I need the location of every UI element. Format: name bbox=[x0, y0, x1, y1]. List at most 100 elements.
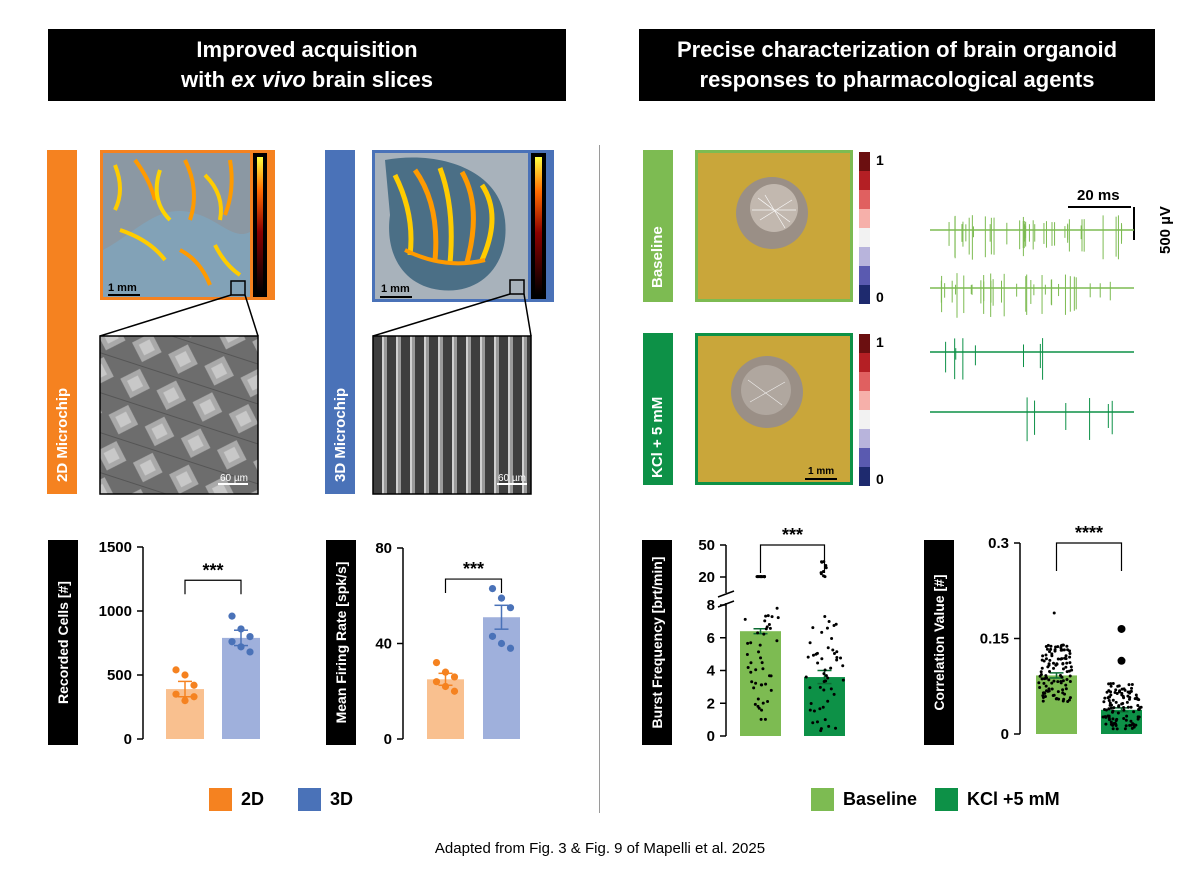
data-point bbox=[1065, 661, 1069, 665]
data-point bbox=[756, 631, 760, 635]
data-point bbox=[237, 625, 245, 633]
y-tick-label: 4 bbox=[707, 663, 716, 680]
data-point bbox=[1139, 705, 1143, 709]
data-point bbox=[1112, 706, 1116, 710]
data-point bbox=[757, 575, 761, 579]
data-point bbox=[1050, 687, 1054, 691]
left-header-line1: Improved acquisition bbox=[196, 37, 418, 62]
data-point bbox=[497, 639, 506, 648]
data-point bbox=[1120, 693, 1124, 697]
data-point-outlier bbox=[1117, 624, 1126, 633]
data-point bbox=[1101, 715, 1105, 719]
data-point bbox=[1068, 651, 1072, 655]
y-tick-label: 500 bbox=[107, 667, 132, 684]
y-tick-label: 2 bbox=[707, 695, 715, 712]
data-point bbox=[1104, 722, 1108, 726]
data-point bbox=[819, 571, 823, 575]
data-point bbox=[1064, 683, 1068, 687]
data-point bbox=[1126, 705, 1130, 709]
scale-1mm-organoid: 1 mm bbox=[808, 466, 834, 477]
data-point bbox=[1115, 727, 1119, 731]
bar-3d bbox=[222, 637, 260, 739]
chart-0: Recorded Cells [#] 0 500 1000 1500 *** bbox=[48, 539, 260, 748]
data-point bbox=[228, 612, 236, 620]
axis-break-mark bbox=[717, 600, 735, 608]
data-point bbox=[818, 707, 822, 711]
data-point bbox=[1111, 727, 1115, 731]
data-point bbox=[759, 575, 763, 579]
data-point bbox=[827, 619, 831, 623]
data-point bbox=[1068, 655, 1072, 659]
data-point bbox=[764, 614, 768, 618]
data-point bbox=[1068, 674, 1072, 678]
data-point bbox=[1134, 693, 1138, 697]
data-point bbox=[432, 678, 441, 686]
data-point bbox=[809, 701, 813, 705]
data-point bbox=[768, 626, 772, 630]
data-point bbox=[1050, 681, 1054, 685]
chart-2: Burst Frequency [brt/min] 0 2 4 6 8 20 50 *** bbox=[642, 525, 845, 745]
y-tick-label: 0 bbox=[384, 731, 392, 748]
data-point bbox=[237, 643, 245, 651]
data-point bbox=[818, 685, 822, 689]
y-axis-label: Correlation Value [#] bbox=[931, 574, 947, 710]
baseline-bar bbox=[643, 150, 673, 302]
data-point bbox=[811, 721, 815, 725]
data-point bbox=[1127, 683, 1131, 687]
legend-left: 2D 3D bbox=[209, 788, 353, 811]
data-point bbox=[1042, 691, 1046, 695]
data-point bbox=[763, 575, 767, 579]
data-point bbox=[1136, 704, 1140, 708]
scale-20ms: 20 ms bbox=[1077, 187, 1120, 204]
scale-60um-3d: 60 µm bbox=[498, 473, 526, 484]
data-point bbox=[806, 655, 810, 659]
scale-1mm-3d: 1 mm bbox=[381, 283, 410, 295]
chart-3: Correlation Value [#] 0 0.15 0.3 **** bbox=[924, 523, 1143, 745]
data-point bbox=[1134, 723, 1138, 727]
data-point bbox=[1061, 688, 1065, 692]
colorbar-baseline: 1 0 bbox=[859, 152, 884, 305]
chip3d-bar bbox=[325, 150, 355, 494]
data-point bbox=[1067, 698, 1071, 702]
data-point bbox=[181, 697, 189, 705]
y-axis-label: Recorded Cells [#] bbox=[55, 581, 71, 704]
data-point bbox=[1068, 696, 1072, 700]
data-point bbox=[1061, 691, 1065, 695]
data-point bbox=[228, 638, 236, 646]
legend-swatch-kcl bbox=[935, 788, 959, 811]
data-point bbox=[841, 678, 845, 682]
data-point bbox=[764, 627, 768, 631]
data-point bbox=[746, 666, 750, 670]
data-point bbox=[1129, 705, 1133, 709]
data-point bbox=[1068, 661, 1072, 665]
data-point bbox=[190, 681, 198, 689]
data-point bbox=[1114, 688, 1118, 692]
data-point bbox=[1124, 718, 1128, 722]
significance-label: **** bbox=[1075, 523, 1103, 543]
y-tick-label: 0 bbox=[1001, 726, 1009, 743]
data-point bbox=[1116, 711, 1120, 715]
data-point bbox=[1103, 707, 1107, 711]
data-point bbox=[760, 661, 764, 665]
data-point bbox=[1049, 647, 1053, 651]
data-point bbox=[764, 682, 768, 686]
data-point bbox=[450, 673, 459, 681]
data-point bbox=[826, 646, 830, 650]
data-point bbox=[1114, 723, 1118, 727]
svg-text:1: 1 bbox=[876, 152, 884, 168]
sem-3d-image bbox=[372, 335, 532, 495]
y-tick-label: 20 bbox=[698, 569, 715, 586]
data-point bbox=[1038, 674, 1042, 678]
data-point bbox=[1125, 714, 1129, 718]
data-point bbox=[749, 670, 753, 674]
data-point bbox=[820, 657, 824, 661]
data-point bbox=[1111, 681, 1115, 685]
ylabel-bg bbox=[48, 540, 78, 745]
data-point bbox=[1136, 697, 1140, 701]
data-point bbox=[1052, 679, 1056, 683]
data-point bbox=[1064, 657, 1068, 661]
ylabel-bg bbox=[326, 540, 356, 745]
data-point bbox=[834, 726, 838, 730]
chip2d-bar bbox=[47, 150, 77, 494]
data-point bbox=[775, 639, 779, 643]
